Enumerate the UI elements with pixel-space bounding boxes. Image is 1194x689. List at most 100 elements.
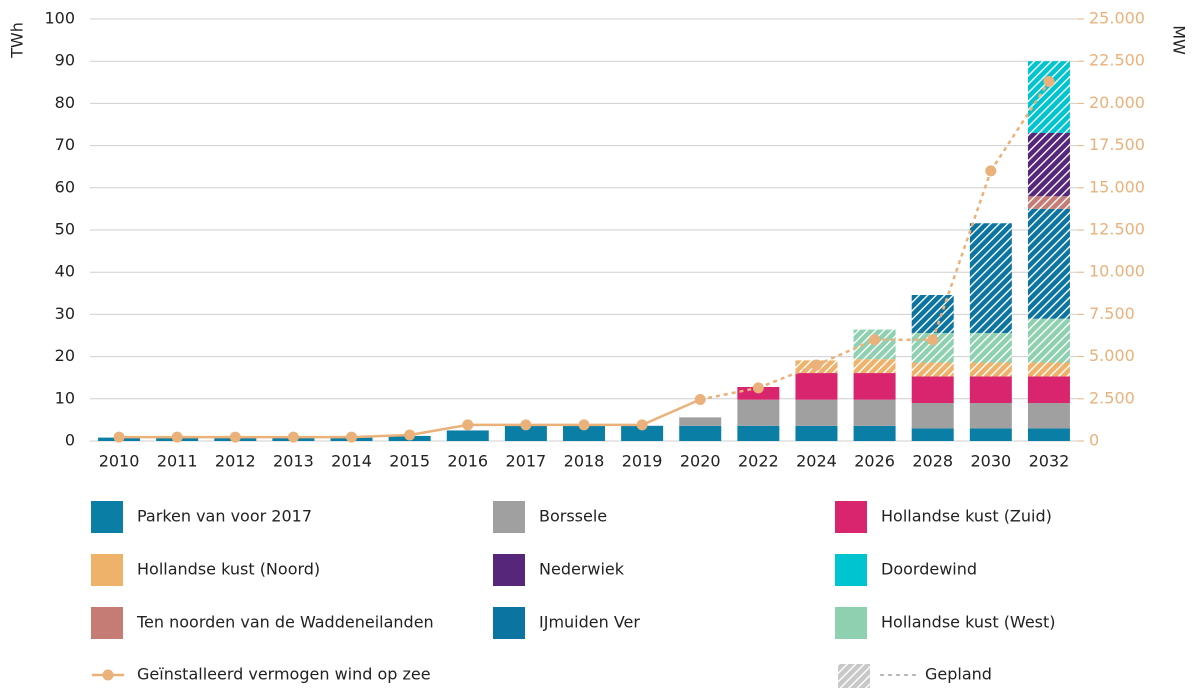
legend-label: Parken van voor 2017 xyxy=(137,507,312,526)
y-tick-label: 80 xyxy=(55,93,75,112)
y2-tick-label: 25.000 xyxy=(1089,9,1145,28)
bar-segment xyxy=(969,223,1012,333)
y-tick-label: 50 xyxy=(55,220,75,239)
line-segment xyxy=(815,338,876,367)
x-tick-label: 2028 xyxy=(912,452,953,471)
x-tick-label: 2014 xyxy=(331,452,372,471)
x-tick-label: 2032 xyxy=(1029,452,1070,471)
line-point xyxy=(462,419,474,431)
bar-segment xyxy=(1027,428,1070,441)
y2-axis-label: MW xyxy=(1170,25,1189,55)
bar-segment xyxy=(1027,208,1070,319)
x-tick-label: 2012 xyxy=(215,452,256,471)
y2-tick-label: 0 xyxy=(1089,431,1099,450)
bar-segment xyxy=(911,428,954,441)
x-tick-label: 2019 xyxy=(622,452,663,471)
x-tick-label: 2011 xyxy=(157,452,198,471)
bar-segment xyxy=(969,403,1012,429)
bar-segment xyxy=(853,359,896,374)
bar-segment xyxy=(737,425,780,441)
bar-segment xyxy=(1027,403,1070,429)
line-segment xyxy=(409,423,468,437)
line-point xyxy=(346,431,358,443)
legend-label: IJmuiden Ver xyxy=(539,613,640,632)
y-tick-label: 0 xyxy=(65,431,75,450)
y2-tick-label: 15.000 xyxy=(1089,177,1145,196)
y-axis-label: TWh xyxy=(8,22,27,59)
line-point xyxy=(287,431,299,443)
line-point xyxy=(404,429,416,441)
line-point xyxy=(752,382,764,394)
bar-segment xyxy=(1027,61,1070,133)
y2-tick-label: 20.000 xyxy=(1089,93,1145,112)
line-point xyxy=(520,419,532,431)
bar-segment xyxy=(969,428,1012,441)
legend-swatch xyxy=(91,554,123,586)
y2-tick-label: 10.000 xyxy=(1089,262,1145,281)
y-tick-label: 100 xyxy=(44,9,75,28)
y2-tick-label: 5.000 xyxy=(1089,346,1135,365)
x-tick-label: 2017 xyxy=(506,452,547,471)
x-tick-label: 2013 xyxy=(273,452,314,471)
x-tick-label: 2026 xyxy=(854,452,895,471)
legend-swatch xyxy=(835,554,867,586)
y-tick-label: 20 xyxy=(55,346,75,365)
bar-segment xyxy=(911,376,954,404)
y-tick-label: 70 xyxy=(55,135,75,154)
y2-tick-label: 22.500 xyxy=(1089,51,1145,70)
bar-segment xyxy=(1027,132,1070,197)
x-tick-label: 2024 xyxy=(796,452,837,471)
legend-swatch xyxy=(493,501,525,533)
bar-segment xyxy=(679,417,722,426)
line-point xyxy=(869,334,881,346)
y2-tick-label: 7.500 xyxy=(1089,304,1135,323)
legend-swatch xyxy=(91,607,123,639)
legend-label: Hollandse kust (Noord) xyxy=(137,560,320,579)
y-tick-label: 30 xyxy=(55,304,75,323)
line-point xyxy=(113,431,125,443)
line-point xyxy=(578,419,590,431)
line-segment xyxy=(641,398,701,426)
line-segment xyxy=(989,80,1050,172)
bar-segment xyxy=(563,425,605,441)
bar-segment xyxy=(621,425,664,441)
x-tick-label: 2015 xyxy=(389,452,430,471)
y2-tick-label: 2.500 xyxy=(1089,388,1135,407)
bar-segment xyxy=(795,399,838,426)
y-tick-label: 90 xyxy=(55,51,75,70)
bar-segment xyxy=(679,425,722,441)
bar-segment xyxy=(853,399,896,426)
bar-segment xyxy=(1027,362,1070,377)
y-tick-label: 60 xyxy=(55,177,75,196)
legend-label: Geïnstalleerd vermogen wind op zee xyxy=(137,665,431,684)
x-tick-label: 2022 xyxy=(738,452,779,471)
y2-tick-label: 17.500 xyxy=(1089,135,1145,154)
line-segment xyxy=(699,386,759,401)
y2-tick-label: 12.500 xyxy=(1089,220,1145,239)
line-point xyxy=(171,431,183,443)
line-segment xyxy=(351,433,410,439)
bar-segment xyxy=(911,403,954,429)
line-point xyxy=(927,334,939,346)
legend-swatch xyxy=(493,607,525,639)
legend-swatch xyxy=(91,501,123,533)
x-tick-label: 2018 xyxy=(564,452,605,471)
y-tick-label: 10 xyxy=(55,388,75,407)
line-point xyxy=(229,431,241,443)
bar-segment xyxy=(853,425,896,441)
legend-label: Hollandse kust (West) xyxy=(881,613,1056,632)
legend-label: Ten noorden van de Waddeneilanden xyxy=(136,613,434,632)
bar-segment xyxy=(1027,196,1070,209)
bar-segment xyxy=(795,425,838,441)
line-point xyxy=(636,419,648,431)
bar-segment xyxy=(504,425,547,441)
legend-swatch xyxy=(493,554,525,586)
legend-swatch xyxy=(835,501,867,533)
line-point xyxy=(1043,75,1055,87)
legend-label: Doordewind xyxy=(881,560,977,579)
y-tick-label: 40 xyxy=(55,262,75,281)
line-segment xyxy=(931,170,993,341)
bar-segment xyxy=(1027,318,1070,363)
line-point xyxy=(810,359,822,371)
